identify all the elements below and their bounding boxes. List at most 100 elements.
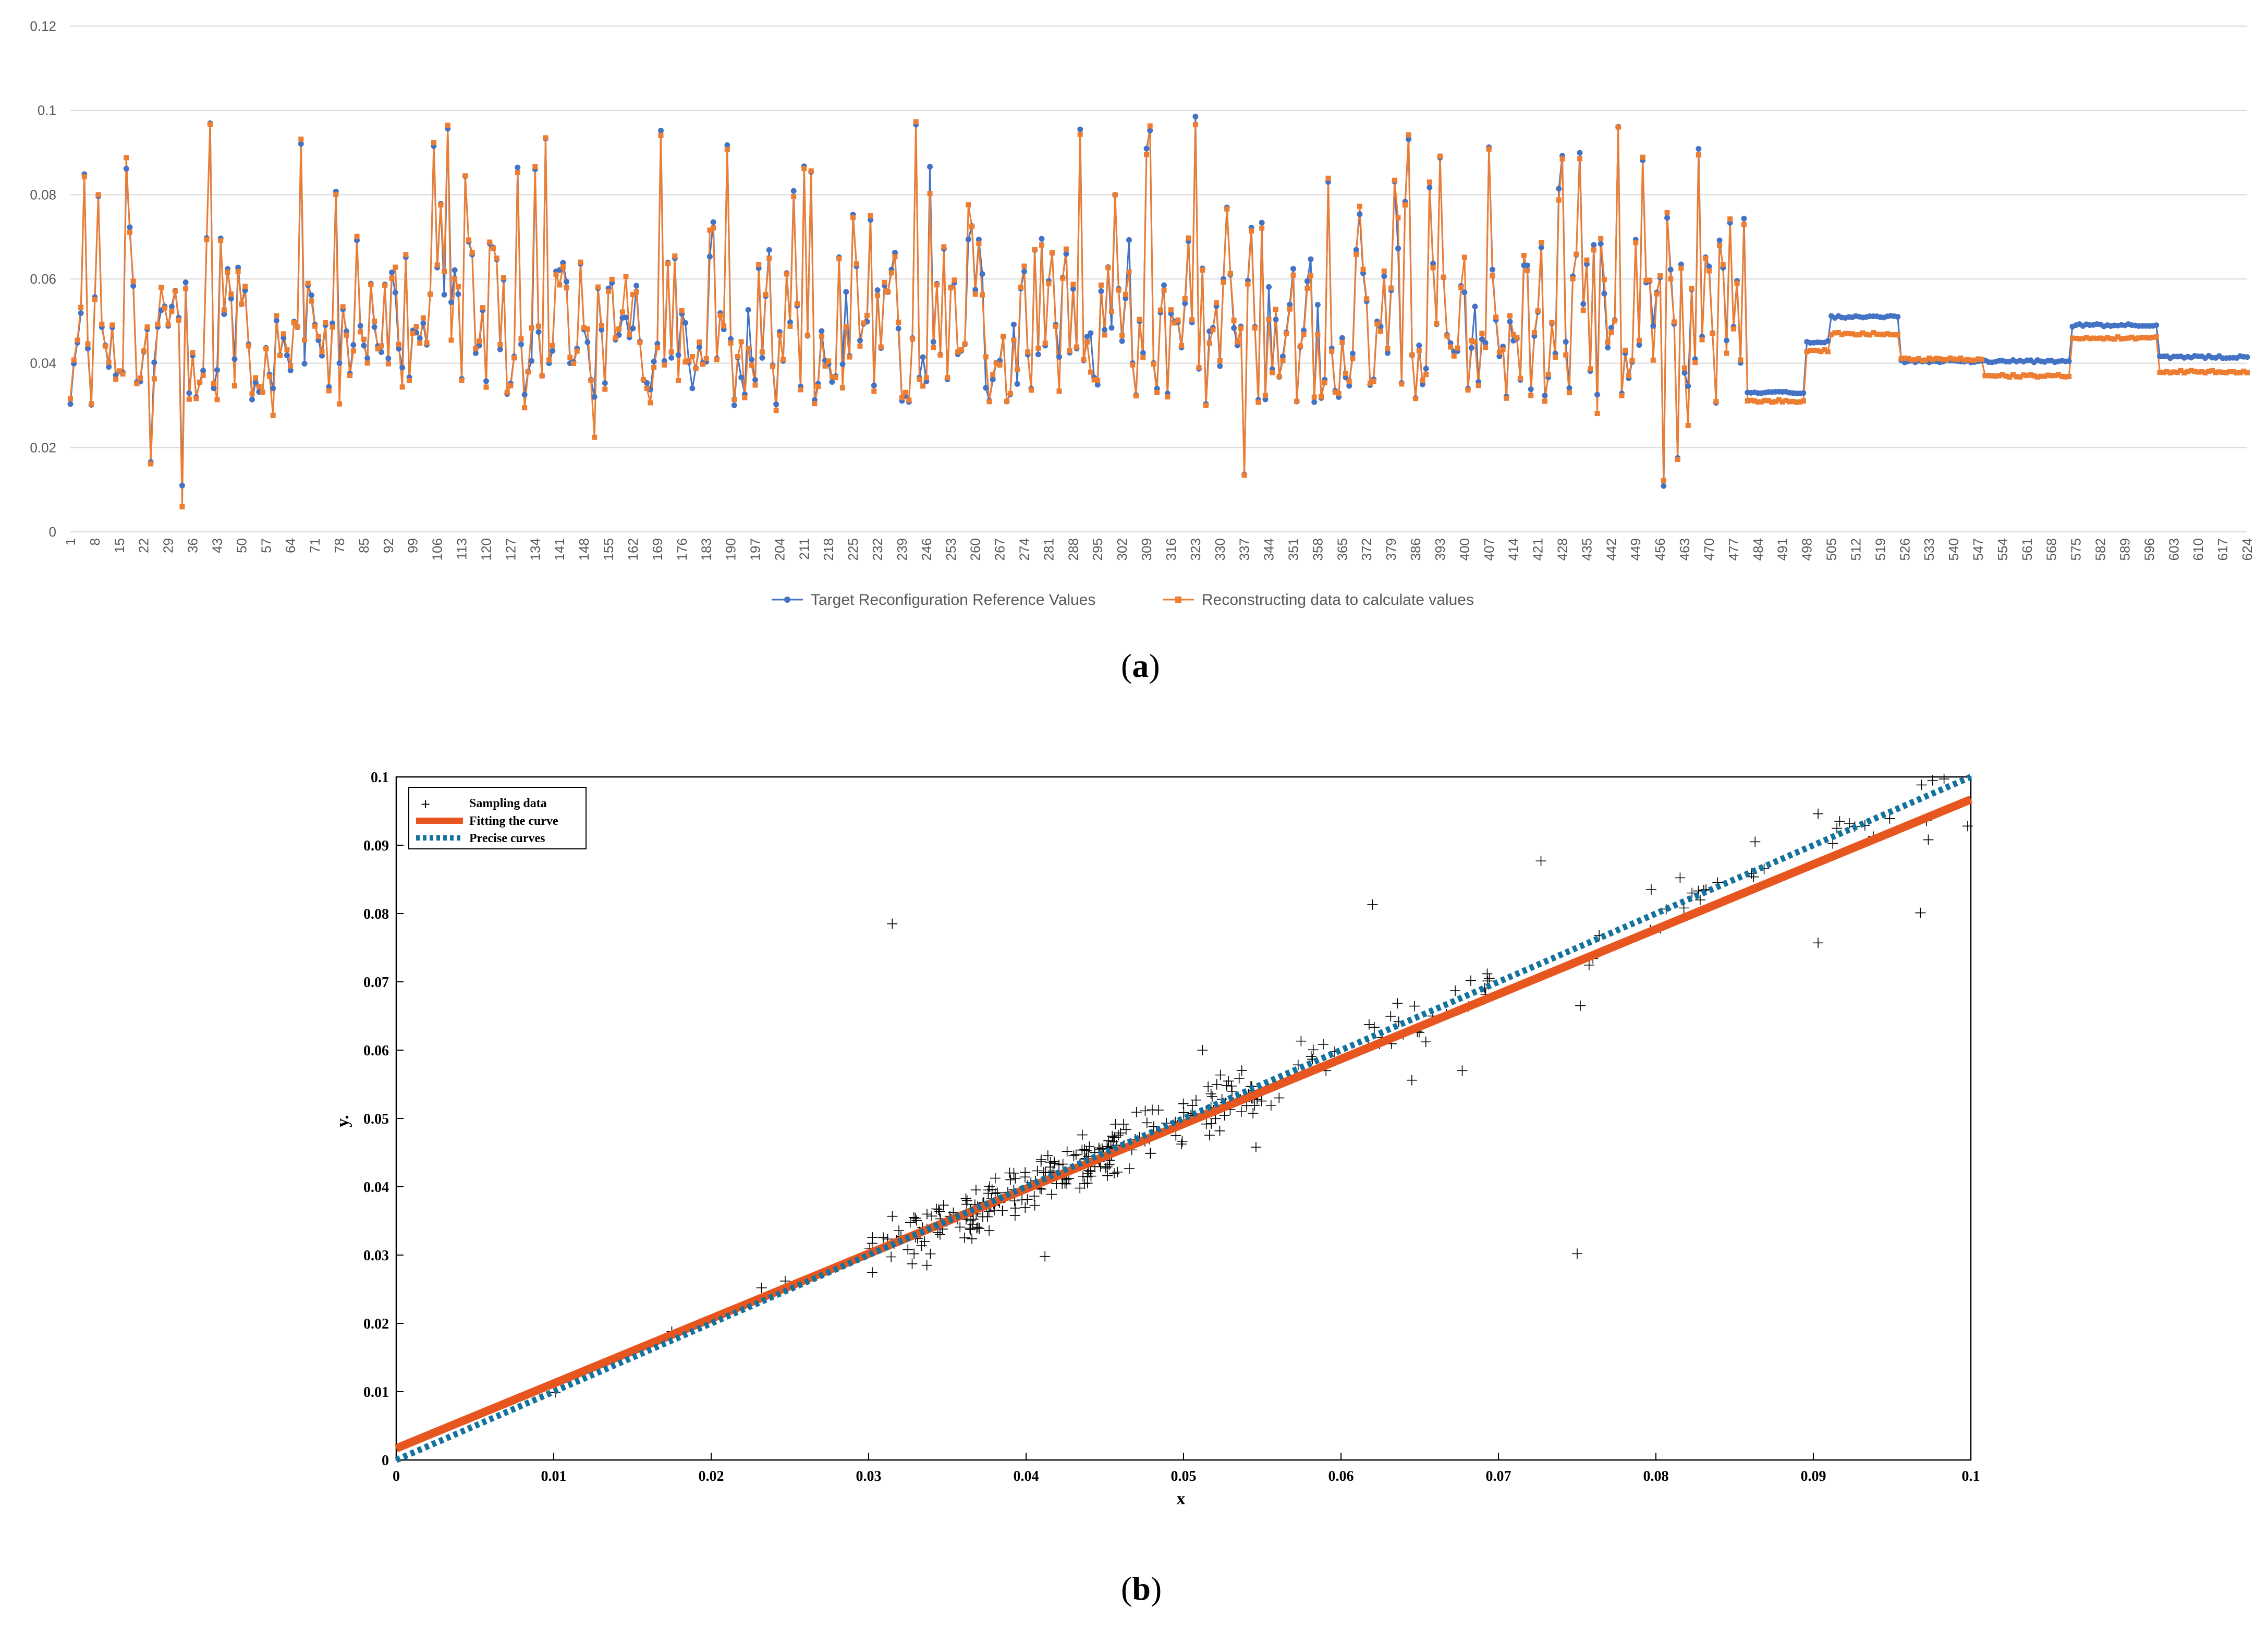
data-point-reconstructed <box>1039 242 1045 248</box>
data-point-reconstructed <box>385 361 391 367</box>
data-point-reconstructed <box>490 246 496 251</box>
data-point-reconstructed <box>78 305 84 310</box>
sampling-point <box>1057 1178 1068 1189</box>
data-point-reconstructed <box>1290 272 1296 278</box>
data-point-target <box>1479 336 1485 343</box>
x-tick-label: 512 <box>1848 538 1863 561</box>
data-point-reconstructed <box>574 348 580 354</box>
sampling-point <box>1385 1011 1396 1021</box>
sampling-point <box>919 1236 930 1247</box>
data-point-reconstructed <box>1015 367 1020 372</box>
data-point-target <box>1259 220 1265 226</box>
data-point-reconstructed <box>134 381 140 386</box>
sampling-point <box>1102 1170 1113 1181</box>
data-point-target <box>287 367 294 373</box>
data-point-target <box>441 291 447 298</box>
data-point-target <box>1489 266 1495 273</box>
data-point-reconstructed <box>878 344 884 350</box>
data-point-reconstructed <box>2083 334 2089 340</box>
data-point-reconstructed <box>1867 332 1873 338</box>
y-tick-label: 0 <box>49 524 56 540</box>
data-point-target <box>1147 127 1153 133</box>
data-point-reconstructed <box>1217 358 1223 364</box>
data-point-reconstructed <box>1790 399 1796 405</box>
data-point-reconstructed <box>1231 318 1237 323</box>
data-point-target <box>1384 350 1391 356</box>
data-point-reconstructed <box>1479 331 1485 336</box>
x-tick-label: 0.06 <box>1328 1468 1354 1484</box>
data-point-reconstructed <box>2073 335 2079 341</box>
data-point-reconstructed <box>344 332 349 338</box>
data-point-reconstructed <box>836 256 842 262</box>
data-point-reconstructed <box>1025 349 1031 355</box>
data-point-target <box>927 164 933 170</box>
sampling-point <box>1145 1148 1156 1159</box>
data-point-target <box>515 164 521 171</box>
data-point-target <box>1594 392 1601 398</box>
x-tick-label: 316 <box>1163 538 1179 561</box>
data-point-reconstructed <box>231 383 237 389</box>
x-tick-label: 211 <box>796 538 812 559</box>
data-point-reconstructed <box>1545 371 1551 377</box>
data-point-reconstructed <box>815 384 821 390</box>
data-point-reconstructed <box>260 389 265 395</box>
data-point-reconstructed <box>1388 285 1394 291</box>
sampling-point <box>1645 884 1656 895</box>
data-point-reconstructed <box>1759 399 1764 405</box>
data-point-reconstructed <box>1490 273 1495 278</box>
data-point-reconstructed <box>434 262 440 268</box>
data-point-target <box>630 325 636 332</box>
x-tick-label: 155 <box>601 538 616 561</box>
x-tick-label: 407 <box>1481 538 1497 561</box>
x-tick-label: 463 <box>1677 538 1692 561</box>
data-point-reconstructed <box>654 345 660 350</box>
sampling-point <box>1078 1171 1089 1182</box>
data-point-reconstructed <box>1591 247 1596 253</box>
y-tick-label: 0.02 <box>30 440 56 455</box>
data-point-reconstructed <box>281 331 286 337</box>
x-tick-label: 197 <box>747 538 763 561</box>
data-point-target <box>319 352 325 359</box>
x-tick-label: 50 <box>234 538 249 553</box>
sampling-point <box>1124 1163 1135 1174</box>
data-point-reconstructed <box>997 362 1003 368</box>
data-point-reconstructed <box>2087 336 2093 342</box>
x-tick-label: 43 <box>209 538 225 553</box>
data-point-reconstructed <box>452 276 458 282</box>
data-point-reconstructed <box>1752 398 1758 404</box>
data-point-reconstructed <box>1088 369 1093 375</box>
data-point-reconstructed <box>1892 332 1897 338</box>
data-point-target <box>1416 342 1422 348</box>
data-point-target <box>724 142 730 148</box>
data-point-reconstructed <box>312 323 318 329</box>
data-point-reconstructed <box>2220 369 2226 375</box>
data-point-reconstructed <box>1444 333 1450 339</box>
data-point-reconstructed <box>1235 339 1240 345</box>
data-point-reconstructed <box>2098 335 2103 341</box>
data-point-target <box>1681 370 1688 376</box>
data-point-reconstructed <box>1999 372 2005 378</box>
data-point-reconstructed <box>92 297 97 302</box>
data-point-target <box>336 360 343 367</box>
sampling-point <box>867 1267 878 1278</box>
data-point-reconstructed <box>766 255 772 261</box>
scatter-chart-b: 0 0.01 0.02 0.03 0.04 0.05 0.06 0.07 0.08 0.09 0.1… <box>333 770 1980 1508</box>
data-point-target <box>529 358 535 364</box>
data-point-reconstructed <box>1682 365 1688 371</box>
sampling-point <box>1369 1022 1380 1033</box>
data-point-target <box>200 368 206 374</box>
data-point-target <box>1636 342 1642 348</box>
data-point-target <box>113 372 119 379</box>
data-point-reconstructed <box>1755 399 1761 405</box>
x-tick-label: 0.1 <box>1962 1468 1980 1484</box>
data-point-target <box>1290 266 1297 272</box>
sampling-point <box>907 1258 918 1269</box>
data-point-reconstructed <box>2126 335 2131 341</box>
data-point-reconstructed <box>239 301 245 307</box>
sampling-point <box>1178 1107 1189 1118</box>
data-point-reconstructed <box>668 349 674 355</box>
data-point-reconstructed <box>892 254 898 260</box>
data-point-reconstructed <box>301 337 307 343</box>
data-point-reconstructed <box>2174 369 2180 375</box>
data-point-reconstructed <box>417 340 423 346</box>
